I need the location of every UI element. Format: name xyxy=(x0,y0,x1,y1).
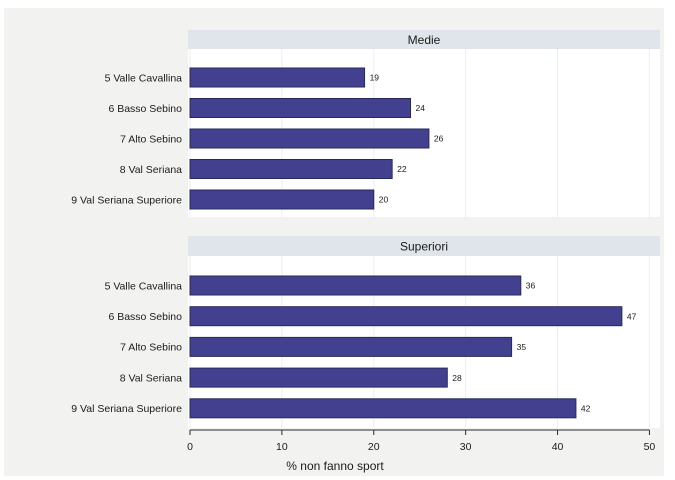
bar xyxy=(189,189,375,210)
bar xyxy=(189,98,412,118)
value-label: 28 xyxy=(452,373,462,383)
category-label: 5 Valle Cavallina xyxy=(105,280,183,292)
x-tick-label: 20 xyxy=(368,441,380,453)
category-label: 8 Val Seriana xyxy=(120,164,182,176)
bar xyxy=(189,159,393,179)
category-label: 8 Val Seriana xyxy=(120,372,182,384)
panel-2: Superiori 5 Valle Cavallina 36 6 Basso Sebi… xyxy=(71,236,660,428)
panel-1: Medie 5 Valle Cavallina 19 6 Basso Sebino 24… xyxy=(71,30,660,217)
category-label: 7 Alto Sebino xyxy=(120,133,182,145)
value-label: 47 xyxy=(627,311,637,321)
panel-strip xyxy=(188,236,660,256)
panel-title: Medie xyxy=(408,33,441,47)
value-label: 42 xyxy=(581,404,591,414)
bar xyxy=(189,306,623,327)
x-tick-label: 50 xyxy=(644,441,656,453)
bar xyxy=(189,367,448,388)
x-axis-title: % non fanno sport xyxy=(286,459,384,473)
value-label: 24 xyxy=(416,103,426,113)
x-tick-label: 30 xyxy=(460,441,472,453)
value-label: 26 xyxy=(434,134,444,144)
category-label: 5 Valle Cavallina xyxy=(105,72,183,84)
category-label: 7 Alto Sebino xyxy=(120,342,182,354)
bar xyxy=(189,336,513,357)
bar xyxy=(189,67,366,88)
value-label: 35 xyxy=(517,342,527,352)
category-label: 9 Val Seriana Superiore xyxy=(71,194,182,206)
panel-background xyxy=(188,30,660,217)
value-label: 36 xyxy=(526,281,536,291)
bar xyxy=(189,398,577,419)
panel-background xyxy=(188,236,660,428)
value-label: 22 xyxy=(397,164,407,174)
category-label: 6 Basso Sebino xyxy=(108,311,182,323)
x-tick-label: 0 xyxy=(187,441,193,453)
panel-strip xyxy=(188,30,660,49)
bar xyxy=(189,275,522,296)
value-label: 19 xyxy=(370,73,380,83)
category-label: 6 Basso Sebino xyxy=(108,103,182,115)
bar xyxy=(189,128,430,149)
x-tick-label: 10 xyxy=(276,441,288,453)
panel-title: Superiori xyxy=(400,240,448,254)
value-label: 20 xyxy=(379,195,389,205)
category-label: 9 Val Seriana Superiore xyxy=(71,403,182,415)
x-tick-label: 40 xyxy=(552,441,564,453)
